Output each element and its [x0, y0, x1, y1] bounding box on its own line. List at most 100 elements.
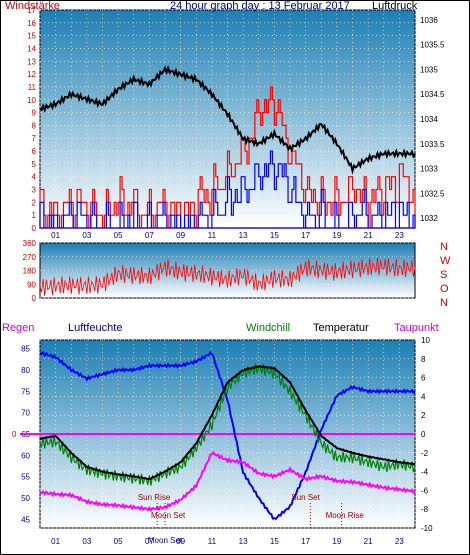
panel2-direction-letter: N — [440, 241, 448, 253]
panel3-left-tick: 60 — [21, 451, 30, 460]
header-right-label: Luftdruck — [372, 0, 418, 12]
panel1-x-tick: 11 — [208, 231, 217, 240]
panel3-x-tick: 15 — [270, 537, 279, 546]
label-luftfeuchte: Luftfeuchte — [68, 322, 122, 334]
panel3-x-tick: 01 — [51, 537, 60, 546]
panel1-left-tick: 15 — [27, 32, 36, 41]
panel1-right-tick: 1032.5 — [420, 189, 445, 198]
panel1-left-tick: 9 — [32, 109, 37, 118]
panel3-right-tick: 2 — [421, 411, 426, 420]
astro-annotation: Sun Rise — [138, 493, 171, 502]
panel2-left-tick: 90 — [27, 280, 36, 289]
panel1-x-tick: 21 — [364, 231, 373, 240]
panel2-direction-letter: W — [440, 255, 451, 267]
panel1-x-tick: 23 — [395, 231, 404, 240]
panel1-left-tick: 1 — [32, 211, 37, 220]
panel3-right-tick: -6 — [421, 486, 429, 495]
panel1-x-tick: 19 — [332, 231, 341, 240]
panel3-x-tick: 23 — [395, 537, 404, 546]
panel3-x-tick: 11 — [208, 537, 217, 546]
panel3-x-tick: 19 — [332, 537, 341, 546]
header-left-label: Windstärke — [5, 0, 60, 12]
panel3-x-tick: 13 — [239, 537, 248, 546]
humidity-series-line — [39, 350, 416, 520]
panel1-left-tick: 17 — [27, 6, 36, 15]
panel1-left-tick: 3 — [32, 186, 37, 195]
astro-annotation: Moon Set — [148, 536, 183, 545]
panel1-right-tick: 1032 — [420, 214, 438, 223]
panel2-direction-letter: O — [440, 283, 449, 295]
panel3-right-tick: 0 — [421, 430, 426, 439]
panel3-x-tick: 09 — [176, 537, 185, 546]
panel1-right-tick: 1035.5 — [420, 41, 445, 50]
panel1-x-tick: 03 — [82, 231, 91, 240]
panel3-x-tick: 03 — [82, 537, 91, 546]
panel2-left-tick: 270 — [23, 253, 37, 262]
panel3-x-tick: 21 — [364, 537, 373, 546]
panel3-right-tick: -2 — [421, 449, 429, 458]
panel1-left-tick: 7 — [32, 134, 37, 143]
panel3-left-tick: 80 — [21, 366, 30, 375]
panel1-right-tick: 1036 — [420, 16, 438, 25]
gust-series-line — [39, 150, 416, 229]
panel3-x-tick: 07 — [145, 537, 154, 546]
label-windchill: Windchill — [246, 322, 290, 334]
panel1-x-tick: 09 — [176, 231, 185, 240]
panel1-left-tick: 13 — [27, 57, 36, 66]
panel1-left-tick: 2 — [32, 198, 37, 207]
regen-zero-tick: 0 — [12, 430, 17, 439]
wind-direction-series-line — [39, 257, 416, 297]
panel2-direction-letter: N — [440, 297, 448, 309]
temperature-series-line — [40, 365, 416, 481]
panel1-x-tick: 05 — [114, 231, 123, 240]
panel1-left-tick: 6 — [32, 147, 37, 156]
panel2-direction-letter: S — [440, 269, 447, 281]
panel1-right-tick: 1034 — [420, 115, 438, 124]
panel1-x-tick: 07 — [145, 231, 154, 240]
astro-annotation: Moon Rise — [326, 511, 365, 520]
header-title: 24 hour graph day : 13 Februar 2017 — [170, 0, 350, 12]
panel3-right-tick: -10 — [421, 524, 433, 533]
panel2-left-tick: 180 — [23, 267, 37, 276]
panel3-right-tick: 8 — [421, 355, 426, 364]
panel1-x-tick: 13 — [239, 231, 248, 240]
label-taupunkt: Taupunkt — [394, 322, 439, 334]
panel1-left-tick: 4 — [32, 173, 37, 182]
pressure-series-line — [39, 64, 416, 175]
panel3-left-tick: 85 — [21, 345, 30, 354]
panel1-right-tick: 1035 — [420, 65, 438, 74]
panel2-left-tick: 360 — [23, 239, 37, 248]
panel3-right-tick: 6 — [421, 374, 426, 383]
panel2-left-tick: 0 — [32, 294, 37, 303]
panel3-left-tick: 55 — [21, 473, 30, 482]
panel3-left-tick: 70 — [21, 409, 30, 418]
panel3-left-tick: 50 — [21, 494, 30, 503]
panel3-left-tick: 75 — [21, 387, 30, 396]
panel3-right-tick: -4 — [421, 468, 429, 477]
astro-annotation: Sun Set — [291, 493, 320, 502]
windchill-series-line — [39, 363, 416, 486]
panel1-right-tick: 1033 — [420, 165, 438, 174]
panel3-x-tick: 17 — [301, 537, 310, 546]
panel1-x-tick: 01 — [51, 231, 60, 240]
panel3-left-tick: 45 — [21, 515, 30, 524]
panel1-right-tick: 1033.5 — [420, 140, 445, 149]
panel1-left-tick: 12 — [27, 70, 36, 79]
label-regen: Regen — [2, 322, 34, 334]
label-temperatur: Temperatur — [313, 322, 369, 334]
panel3-x-tick: 05 — [114, 537, 123, 546]
panel1-left-tick: 16 — [27, 19, 36, 28]
panel1-left-tick: 11 — [28, 83, 37, 92]
panel1-x-tick: 17 — [301, 231, 310, 240]
panel3-right-tick: 10 — [421, 336, 430, 345]
panel1-right-tick: 1034.5 — [420, 90, 445, 99]
panel3-right-tick: 4 — [421, 392, 426, 401]
dewpoint-series-line — [39, 450, 416, 513]
panel3-right-tick: -8 — [421, 505, 429, 514]
astro-annotation: Moon Set — [151, 511, 186, 520]
panel1-left-tick: 0 — [32, 224, 37, 233]
panel1-left-tick: 14 — [27, 44, 36, 53]
panel1-left-tick: 10 — [27, 96, 36, 105]
